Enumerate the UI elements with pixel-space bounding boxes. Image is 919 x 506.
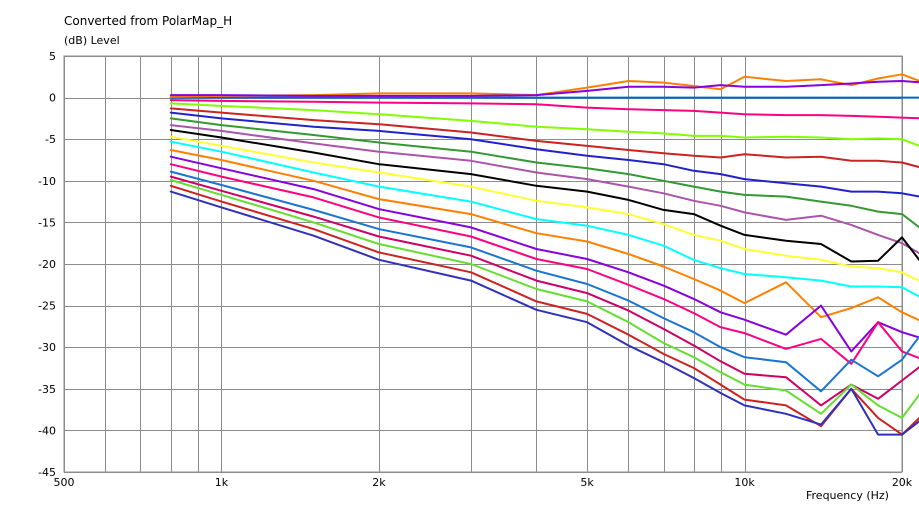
series-line-19	[169, 184, 919, 436]
x-tick-label: 500	[54, 476, 75, 489]
series-line-20	[169, 190, 919, 436]
series-line-4	[169, 99, 919, 120]
series-line-11	[169, 135, 919, 282]
series-line-9	[169, 124, 919, 255]
x-tick-label: 20k	[892, 476, 913, 489]
y-tick-labels: 5 0 -5 -10 -15 -20 -25 -30 -35 -40 -45	[38, 50, 56, 479]
y-tick-label: 5	[49, 50, 56, 63]
y-tick-label: -45	[38, 466, 56, 479]
y-tick-label: -20	[38, 258, 56, 271]
chart-title: Converted from PolarMap_H	[64, 14, 232, 28]
x-tick-labels: 500 1k 2k 5k 10k 20k	[54, 476, 913, 489]
series-line-7	[169, 111, 919, 198]
series-line-10	[169, 129, 919, 263]
series-line-16	[169, 170, 919, 393]
x-tick-label: 1k	[215, 476, 229, 489]
series-line-15	[169, 163, 919, 365]
series-line-3	[169, 80, 919, 97]
y-tick-label: -5	[45, 133, 56, 146]
grid-layer	[64, 56, 903, 473]
y-tick-label: -40	[38, 424, 56, 437]
series-layer	[169, 73, 919, 436]
x-tick-label: 2k	[372, 476, 386, 489]
series-line-8	[169, 117, 919, 229]
series-line-5	[169, 102, 919, 147]
series-line-6	[169, 107, 919, 169]
x-tick-label: 10k	[734, 476, 755, 489]
y-axis-label: (dB) Level	[64, 34, 120, 47]
series-line-18	[169, 179, 919, 419]
y-tick-label: -10	[38, 175, 56, 188]
series-line-14	[169, 155, 919, 353]
x-axis-label: Frequency (Hz)	[806, 489, 889, 502]
y-tick-label: -25	[38, 300, 56, 313]
x-tick-label: 5k	[580, 476, 594, 489]
y-tick-label: 0	[49, 92, 56, 105]
series-line-12	[169, 140, 919, 298]
y-tick-label: -30	[38, 341, 56, 354]
y-tick-label: -35	[38, 383, 56, 396]
series-line-13	[169, 149, 919, 322]
y-tick-label: -15	[38, 216, 56, 229]
